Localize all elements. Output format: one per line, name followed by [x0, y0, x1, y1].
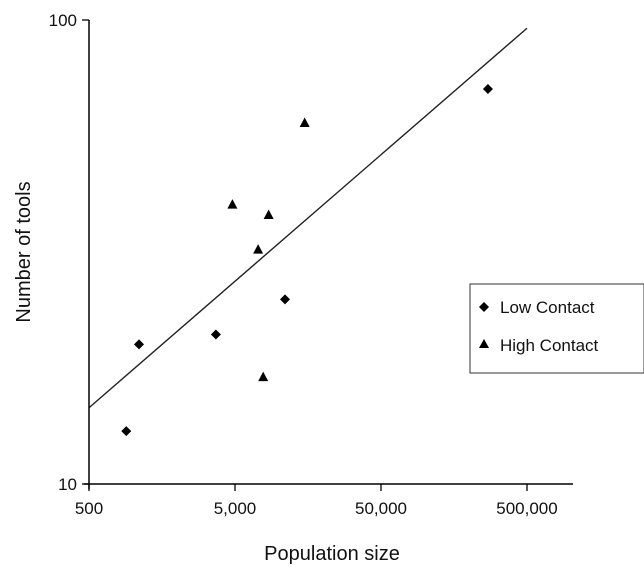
legend-box — [469, 283, 644, 374]
legend-label-high-contact: High Contact — [500, 336, 599, 355]
points-layer — [121, 84, 493, 437]
point-high-contact — [299, 117, 310, 127]
point-high-contact — [258, 371, 269, 382]
y-tick-label: 100 — [49, 11, 77, 30]
legend-diamond-marker — [479, 302, 489, 312]
x-tick-label: 50,000 — [355, 499, 407, 518]
point-low-contact — [121, 426, 132, 437]
y-axis-title: Number of tools — [13, 181, 35, 322]
point-low-contact — [133, 339, 144, 350]
axes — [82, 19, 573, 491]
x-axis-title: Population size — [264, 543, 400, 565]
point-low-contact — [279, 294, 290, 305]
legend: Low Contact High Contact — [469, 283, 644, 374]
point-high-contact — [263, 209, 274, 219]
regression-line — [88, 27, 528, 409]
point-high-contact — [253, 244, 264, 254]
x-tick-label: 5,000 — [214, 499, 257, 518]
y-tick-label: 10 — [58, 475, 77, 494]
fit-line-layer — [88, 27, 528, 409]
legend-label-low-contact: Low Contact — [500, 298, 595, 317]
tick-labels: 500 5,000 50,000 500,000 10 100 — [49, 11, 558, 518]
point-high-contact — [227, 199, 238, 209]
legend-triangle-marker — [479, 339, 489, 348]
x-tick-label: 500 — [75, 499, 103, 518]
point-low-contact — [482, 84, 493, 95]
x-tick-label: 500,000 — [496, 499, 557, 518]
point-low-contact — [210, 329, 221, 340]
